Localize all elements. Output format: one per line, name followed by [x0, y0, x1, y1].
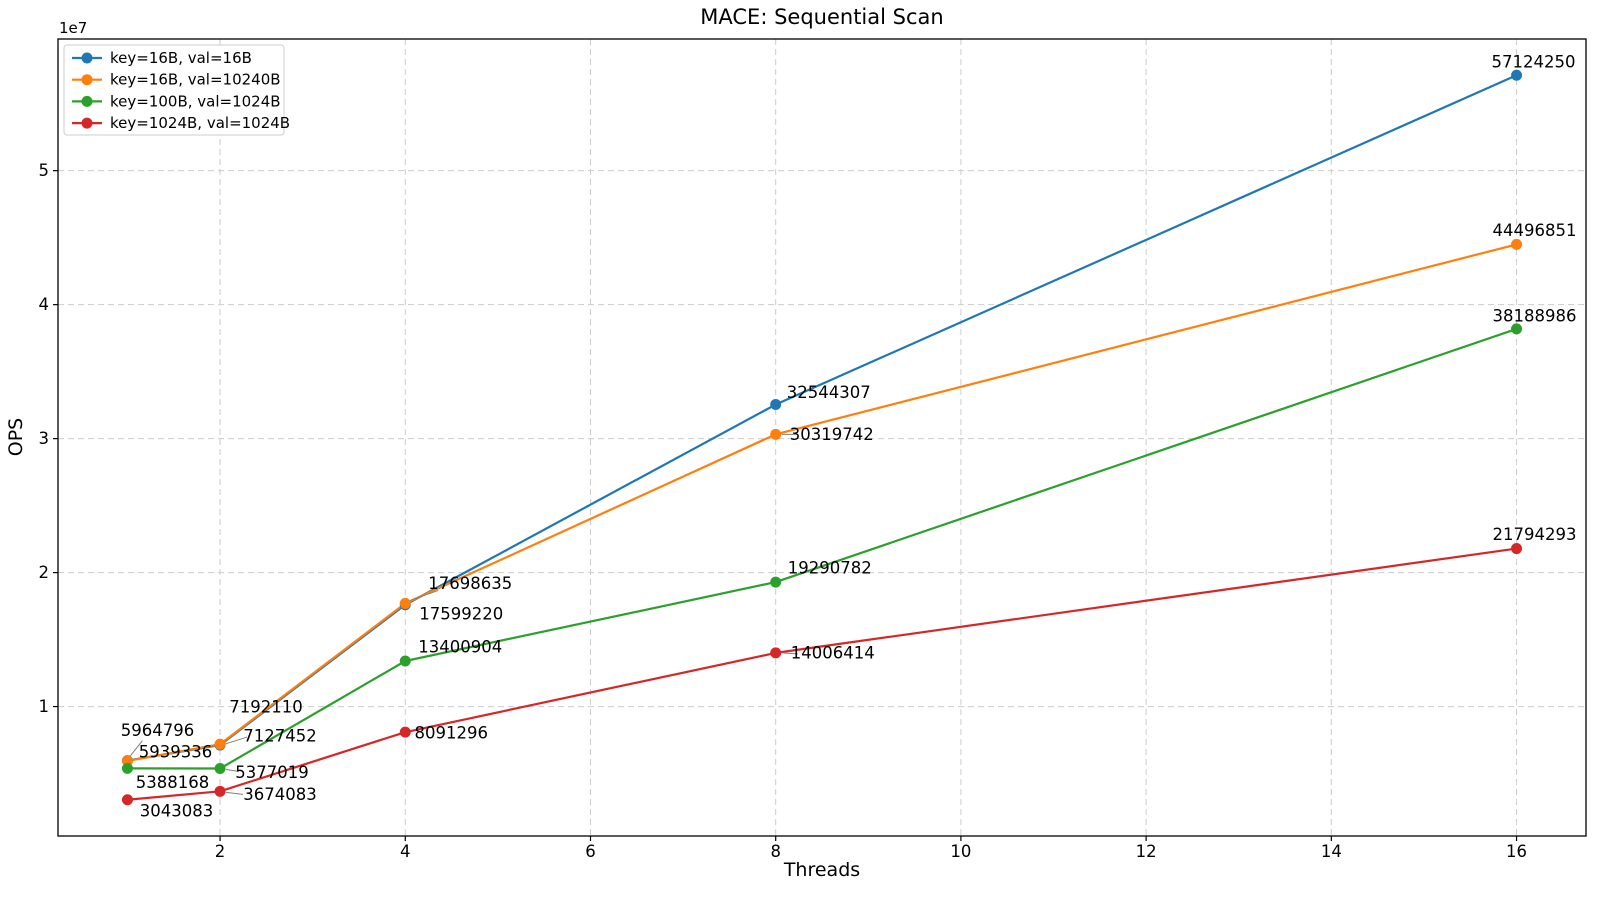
data-point-label: 5377019 [235, 763, 309, 782]
y-tick-label: 1 [39, 697, 50, 716]
data-point-marker [770, 647, 782, 659]
data-point-label: 17599220 [419, 604, 503, 623]
data-point-marker [1511, 543, 1523, 555]
data-point-label: 8091296 [415, 724, 489, 743]
label-leader-line [781, 652, 798, 655]
data-point-marker [121, 794, 133, 806]
y-tick-label: 3 [39, 429, 50, 448]
data-point-label: 38188986 [1493, 306, 1577, 325]
data-point-label: 57124250 [1492, 53, 1576, 72]
data-point-label: 7192110 [229, 698, 303, 717]
x-tick-label: 16 [1506, 842, 1527, 861]
data-point-label: 5939336 [139, 742, 213, 761]
legend-entry: key=1024B, val=1024B [72, 114, 290, 132]
x-tick-label: 14 [1321, 842, 1342, 861]
legend-layer: key=16B, val=16B key=16B, val=10240B key=1… [63, 44, 290, 136]
point-label-layer: 5964796 7127452 17599220 32544307 57124250 59… [121, 53, 1577, 821]
x-axis-label: Threads [783, 859, 860, 881]
data-point-label: 14006414 [791, 643, 875, 662]
data-point-label: 32544307 [787, 383, 871, 402]
y-axis-offset-label: 1e7 [59, 19, 87, 37]
data-point-label: 5388168 [136, 773, 210, 792]
data-point-marker [399, 726, 411, 738]
data-point-label: 44496851 [1493, 221, 1577, 240]
label-leader-line [224, 736, 248, 745]
data-point-label: 21794293 [1493, 525, 1577, 544]
data-point-marker [214, 763, 226, 775]
data-point-label: 17698635 [428, 574, 512, 593]
data-point-marker [1511, 323, 1523, 335]
label-leader-line [225, 769, 240, 772]
data-point-label: 7127452 [243, 727, 317, 746]
leader-layer [130, 433, 798, 795]
legend-marker-dot [81, 117, 93, 129]
data-point-marker [399, 597, 411, 609]
data-point-label: 5964796 [121, 721, 195, 740]
legend-entry: key=16B, val=16B [72, 49, 252, 67]
y-axis-label: OPS [5, 418, 27, 456]
legend-entry-label: key=1024B, val=1024B [110, 114, 290, 132]
grid-layer [58, 39, 1586, 836]
legend-marker-dot [81, 52, 93, 64]
legend-entry-label: key=16B, val=16B [110, 49, 252, 67]
x-tick-label: 8 [770, 842, 781, 861]
data-point-marker [214, 785, 226, 797]
legend-entry-label: key=16B, val=10240B [110, 71, 281, 89]
x-tick-label: 12 [1136, 842, 1157, 861]
legend-box [63, 44, 285, 136]
data-point-label: 13400904 [418, 638, 502, 657]
data-point-marker [121, 762, 133, 774]
legend-marker-dot [81, 95, 93, 107]
label-leader-line [226, 791, 244, 795]
legend-entry: key=100B, val=1024B [72, 92, 281, 110]
x-tick-label: 6 [585, 842, 596, 861]
x-tick-label: 10 [950, 842, 971, 861]
y-tick-label: 2 [39, 563, 50, 582]
chart-title: MACE: Sequential Scan [700, 5, 943, 29]
data-point-label: 30319742 [790, 425, 874, 444]
label-leader-line [410, 589, 439, 601]
data-point-label: 19290782 [788, 559, 872, 578]
legend-entry-label: key=100B, val=1024B [110, 92, 281, 110]
series-line-3 [127, 547, 1517, 801]
data-point-marker [1511, 238, 1523, 250]
label-leader-line [130, 740, 143, 756]
series-line-1 [127, 243, 1517, 763]
data-point-marker [214, 738, 226, 750]
legend-marker-dot [81, 74, 93, 86]
data-point-marker [770, 428, 782, 440]
plot-frame [57, 38, 1587, 837]
legend-entry: key=16B, val=10240B [72, 71, 281, 89]
data-point-label: 3043083 [140, 801, 214, 820]
marker-layer [121, 69, 1523, 806]
data-point-label: 3674083 [243, 785, 317, 804]
y-tick-label: 4 [39, 295, 50, 314]
data-point-marker [770, 399, 782, 411]
data-point-marker [1511, 69, 1523, 81]
y-tick-label: 5 [39, 161, 50, 180]
x-tick-label: 4 [400, 842, 411, 861]
data-point-marker [770, 576, 782, 588]
x-tick-label: 2 [215, 842, 226, 861]
data-point-marker [399, 655, 411, 667]
